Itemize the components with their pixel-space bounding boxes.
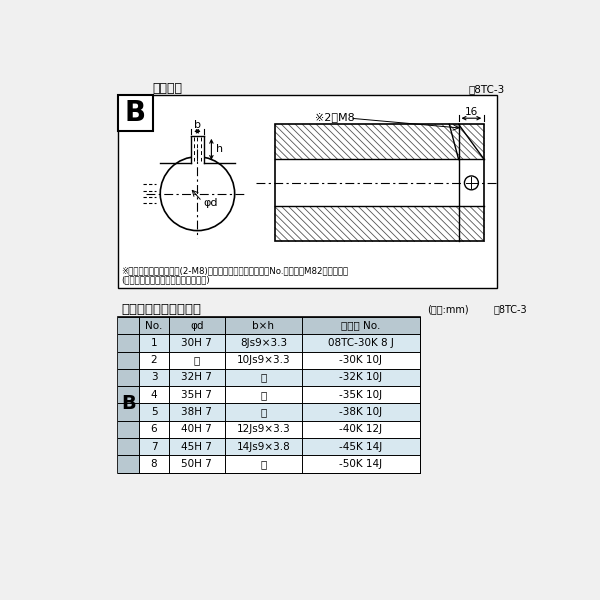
Text: B: B	[121, 394, 136, 413]
Bar	[275, 206, 484, 241]
Text: -45K 14J: -45K 14J	[340, 442, 383, 452]
Text: 7: 7	[151, 442, 157, 452]
Text: -32K 10J: -32K 10J	[340, 373, 383, 382]
Text: 16: 16	[465, 107, 478, 117]
Text: 表8TC-3: 表8TC-3	[493, 304, 527, 314]
Text: 38H 7: 38H 7	[181, 407, 212, 417]
Bar	[139, 438, 420, 455]
Text: No.: No.	[145, 320, 163, 331]
Text: 3: 3	[151, 373, 157, 382]
Circle shape	[160, 157, 235, 230]
Bar	[139, 352, 420, 369]
Bar	[118, 95, 497, 287]
Text: 10Js9×3.3: 10Js9×3.3	[236, 355, 290, 365]
Text: -50K 14J: -50K 14J	[340, 459, 383, 469]
Text: -40K 12J: -40K 12J	[340, 424, 383, 434]
Text: 32H 7: 32H 7	[181, 373, 212, 382]
Text: ※2－M8: ※2－M8	[315, 112, 355, 122]
Text: 08TC-30K 8 J: 08TC-30K 8 J	[328, 338, 394, 348]
Bar	[139, 403, 420, 421]
Text: 40H 7: 40H 7	[181, 424, 212, 434]
Bar	[118, 95, 153, 131]
Text: ※セットボルト用タップ(2-M8)が必要な場合は右記コードNo.の末尾にM82を付ける。: ※セットボルト用タップ(2-M8)が必要な場合は右記コードNo.の末尾にM82を…	[121, 266, 349, 275]
Text: -35K 10J: -35K 10J	[340, 390, 383, 400]
Text: 〜: 〜	[194, 355, 200, 365]
Circle shape	[464, 176, 478, 190]
Text: コード No.: コード No.	[341, 320, 380, 331]
Text: φd: φd	[203, 198, 218, 208]
Text: b×h: b×h	[253, 320, 274, 331]
Text: 2: 2	[151, 355, 157, 365]
Bar	[139, 386, 420, 403]
Text: 30H 7: 30H 7	[181, 338, 212, 348]
Bar	[139, 455, 420, 473]
Text: 4: 4	[151, 390, 157, 400]
Text: 45H 7: 45H 7	[181, 442, 212, 452]
Bar	[458, 160, 484, 206]
Text: 軸穴形犴: 軸穴形犴	[152, 82, 182, 95]
Text: 14Js9×3.8: 14Js9×3.8	[236, 442, 290, 452]
Bar	[275, 124, 484, 160]
Bar	[139, 334, 420, 352]
Text: 〜: 〜	[260, 407, 266, 417]
Text: 6: 6	[151, 424, 157, 434]
Text: 〜: 〜	[260, 459, 266, 469]
Text: b: b	[194, 120, 201, 130]
Bar	[275, 124, 484, 241]
Text: 〜: 〜	[260, 373, 266, 382]
Text: 〜: 〜	[260, 390, 266, 400]
Text: φd: φd	[190, 320, 203, 331]
Text: (単位:mm): (単位:mm)	[428, 304, 469, 314]
Bar	[118, 317, 139, 473]
Text: 35H 7: 35H 7	[181, 390, 212, 400]
Text: 軸穴形犴コード一覧表: 軸穴形犴コード一覧表	[121, 302, 202, 316]
Bar	[118, 317, 420, 473]
Text: 1: 1	[151, 338, 157, 348]
Text: 8Js9×3.3: 8Js9×3.3	[240, 338, 287, 348]
Bar	[191, 136, 203, 169]
Text: 5: 5	[151, 407, 157, 417]
Text: 50H 7: 50H 7	[181, 459, 212, 469]
Text: B: B	[125, 99, 146, 127]
Bar	[275, 160, 458, 206]
Text: (セットボルトは付属されています。): (セットボルトは付属されています。)	[121, 275, 210, 284]
Text: 8: 8	[151, 459, 157, 469]
Bar	[139, 421, 420, 438]
Text: 12Js9×3.3: 12Js9×3.3	[236, 424, 290, 434]
Bar	[139, 317, 420, 334]
Text: -38K 10J: -38K 10J	[340, 407, 383, 417]
Text: -30K 10J: -30K 10J	[340, 355, 382, 365]
Bar	[139, 369, 420, 386]
Text: h: h	[215, 145, 223, 154]
Text: 图8TC-3: 图8TC-3	[469, 84, 505, 94]
